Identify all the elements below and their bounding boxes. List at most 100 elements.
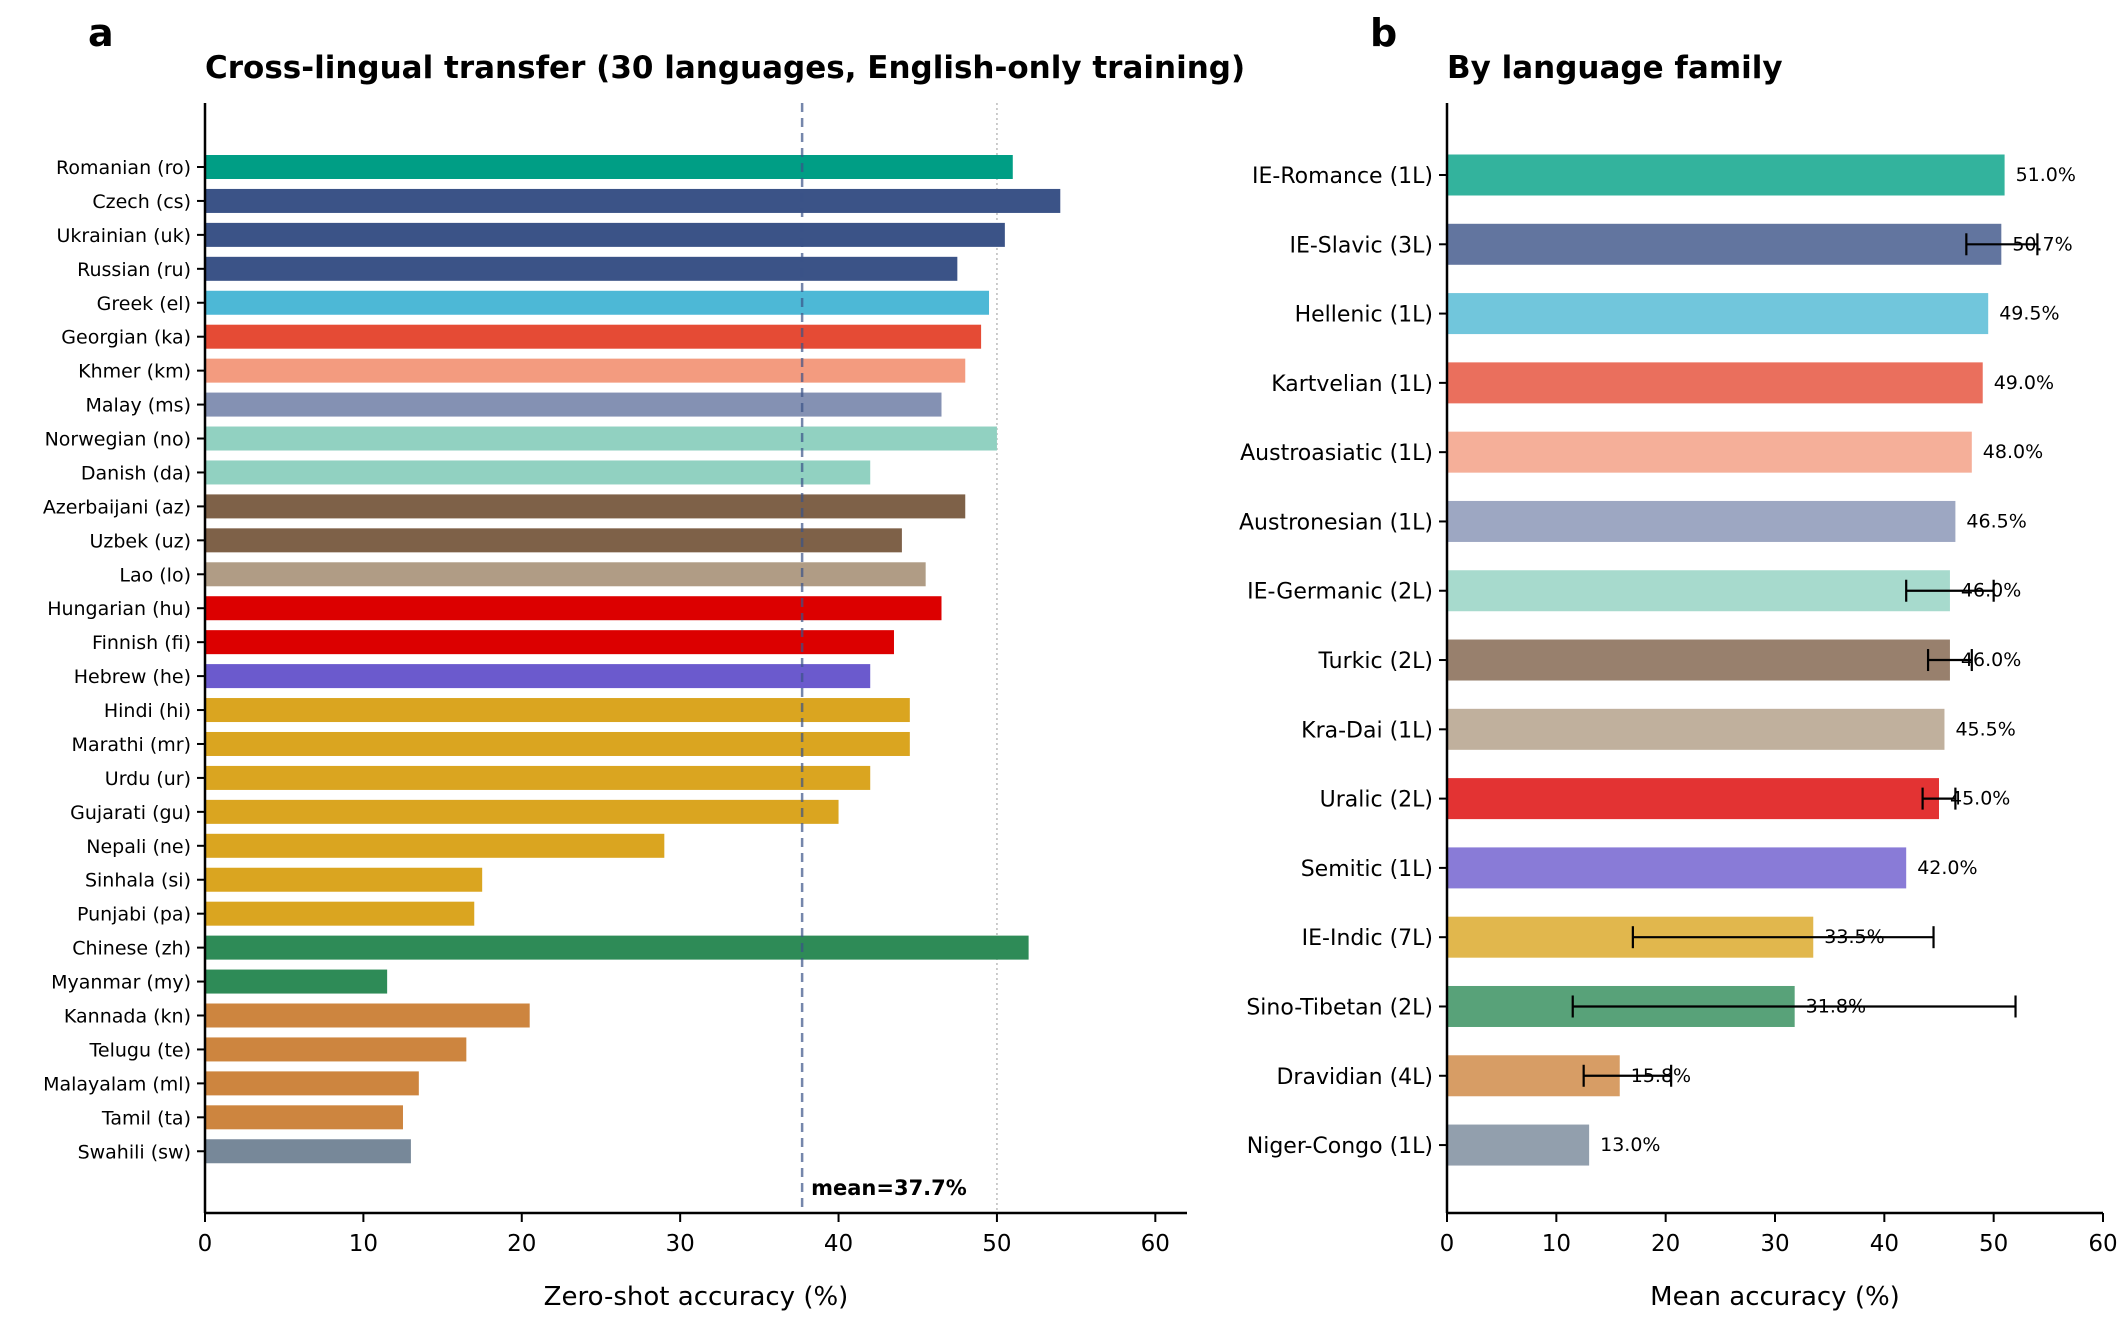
category-label-ukrainian-uk: Ukrainian (uk) [56, 225, 191, 247]
value-label-kartvelian-1l: 49.0% [1994, 372, 2054, 394]
category-label-hungarian-hu: Hungarian (hu) [47, 598, 191, 620]
bar-telugu-te [205, 1037, 467, 1062]
bar-nepali-ne [205, 833, 665, 858]
category-label-ie-indic-7l: IE-Indic (7L) [1302, 926, 1433, 951]
panel-b-title: By language family [1447, 50, 1783, 86]
category-label-kartvelian-1l: Kartvelian (1L) [1271, 372, 1433, 397]
category-label-czech-cs: Czech (cs) [92, 191, 191, 213]
bar-myanmar-my [205, 969, 388, 994]
value-label-niger-congo-1l: 13.0% [1600, 1134, 1660, 1156]
category-label-hebrew-he: Hebrew (he) [74, 666, 191, 688]
category-label-lao-lo: Lao (lo) [119, 564, 191, 586]
value-label-austronesian-1l: 46.5% [1966, 510, 2026, 532]
value-label-ie-germanic-2l: 46.0% [1961, 580, 2021, 602]
category-label-austroasiatic-1l: Austroasiatic (1L) [1240, 441, 1433, 466]
panel-a-bars [205, 155, 1061, 1164]
value-label-austroasiatic-1l: 48.0% [1983, 441, 2043, 463]
bar-chinese-zh [205, 935, 1029, 960]
category-label-ie-germanic-2l: IE-Germanic (2L) [1247, 580, 1433, 605]
bar-ie-germanic-2l [1447, 570, 1950, 612]
value-label-dravidian-4l: 15.8% [1631, 1065, 1691, 1087]
xtick-label-60: 60 [1141, 1231, 1170, 1257]
xtick-label-10: 10 [1542, 1231, 1571, 1257]
mean-label: mean=37.7% [811, 1176, 967, 1200]
xtick-label-50: 50 [1979, 1231, 2008, 1257]
panel-b-x-ticks: 0 10 20 30 40 50 60 [1440, 1213, 2118, 1257]
category-label-uralic-2l: Uralic (2L) [1320, 788, 1433, 813]
bar-lao-lo [205, 562, 926, 587]
bar-georgian-ka [205, 324, 982, 349]
category-label-romanian-ro: Romanian (ro) [56, 157, 191, 179]
value-label-kra-dai-1l: 45.5% [1955, 718, 2015, 740]
bar-semitic-1l [1447, 847, 1907, 889]
bar-malay-ms [205, 392, 942, 417]
bar-gujarati-gu [205, 799, 839, 824]
category-label-tamil-ta: Tamil (ta) [101, 1107, 191, 1129]
category-label-georgian-ka: Georgian (ka) [61, 327, 191, 349]
category-label-uzbek-uz: Uzbek (uz) [89, 530, 191, 552]
xtick-label-40: 40 [824, 1231, 853, 1257]
panel-a-letter: a [88, 11, 114, 55]
panel-a-category-labels: Romanian (ro) Czech (cs) Ukrainian (uk) Rus… [43, 157, 205, 1163]
bar-russian-ru [205, 256, 958, 281]
value-label-sino-tibetan-2l: 31.8% [1806, 995, 1866, 1017]
category-label-malayalam-ml: Malayalam (ml) [43, 1073, 191, 1095]
category-label-hellenic-1l: Hellenic (1L) [1295, 303, 1433, 328]
bar-malayalam-ml [205, 1071, 419, 1096]
bar-turkic-2l [1447, 639, 1950, 681]
bar-czech-cs [205, 188, 1061, 213]
category-label-myanmar-my: Myanmar (my) [51, 972, 191, 994]
category-label-niger-congo-1l: Niger-Congo (1L) [1247, 1134, 1433, 1159]
panel-b-error-bars [1571, 233, 2039, 1087]
bar-ukrainian-uk [205, 222, 1005, 247]
category-label-nepali-ne: Nepali (ne) [86, 836, 191, 858]
category-label-austronesian-1l: Austronesian (1L) [1239, 510, 1433, 535]
bar-hungarian-hu [205, 596, 942, 621]
xtick-label-0: 0 [1440, 1231, 1455, 1257]
bar-finnish-fi [205, 630, 894, 655]
value-label-ie-slavic-3l: 50.7% [2012, 233, 2072, 255]
category-label-swahili-sw: Swahili (sw) [78, 1141, 191, 1163]
category-label-telugu-te: Telugu (te) [89, 1039, 192, 1061]
bar-urdu-ur [205, 765, 871, 790]
bar-hindi-hi [205, 698, 910, 723]
bar-tamil-ta [205, 1105, 403, 1130]
category-label-russian-ru: Russian (ru) [77, 259, 191, 281]
category-label-kra-dai-1l: Kra-Dai (1L) [1301, 718, 1433, 743]
bar-sinhala-si [205, 867, 483, 892]
panel-b: b By language family 51.0% 50.7% 49.5% 49.0… [1239, 11, 2118, 1312]
category-label-marathi-mr: Marathi (mr) [72, 734, 191, 756]
bar-uzbek-uz [205, 528, 902, 553]
bar-norwegian-no [205, 426, 997, 451]
bar-azerbaijani-az [205, 494, 966, 519]
bar-ie-romance-1l [1447, 154, 2005, 196]
category-label-khmer-km: Khmer (km) [78, 361, 191, 383]
category-label-kannada-kn: Kannada (kn) [64, 1006, 191, 1028]
bar-ie-slavic-3l [1447, 223, 2002, 265]
xtick-label-30: 30 [666, 1231, 695, 1257]
xtick-label-20: 20 [1651, 1231, 1680, 1257]
bar-niger-congo-1l [1447, 1124, 1590, 1166]
panel-a: a Cross-lingual transfer (30 languages, … [43, 11, 1245, 1312]
value-label-ie-indic-7l: 33.5% [1824, 926, 1884, 948]
panel-a-x-ticks: 0 10 20 30 40 50 60 [198, 1213, 1170, 1257]
value-label-hellenic-1l: 49.5% [1999, 303, 2059, 325]
panel-a-x-axis-label: Zero-shot accuracy (%) [544, 1282, 849, 1312]
category-label-sinhala-si: Sinhala (si) [85, 870, 191, 892]
category-label-sino-tibetan-2l: Sino-Tibetan (2L) [1246, 995, 1433, 1020]
panel-b-value-labels: 51.0% 50.7% 49.5% 49.0% 48.0% 46.5% 46.0% 46.0%… [1600, 164, 2076, 1156]
bar-kra-dai-1l [1447, 708, 1945, 750]
panel-b-bars [1447, 154, 2005, 1166]
bar-uralic-2l [1447, 778, 1939, 820]
panel-b-letter: b [1370, 11, 1397, 55]
category-label-chinese-zh: Chinese (zh) [72, 938, 191, 960]
category-label-azerbaijani-az: Azerbaijani (az) [43, 496, 191, 518]
xtick-label-20: 20 [507, 1231, 536, 1257]
category-label-ie-romance-1l: IE-Romance (1L) [1252, 164, 1433, 189]
bar-kannada-kn [205, 1003, 530, 1028]
value-label-ie-romance-1l: 51.0% [2016, 164, 2076, 186]
bar-kartvelian-1l [1447, 362, 1983, 404]
bar-khmer-km [205, 358, 966, 383]
xtick-label-30: 30 [1760, 1231, 1789, 1257]
